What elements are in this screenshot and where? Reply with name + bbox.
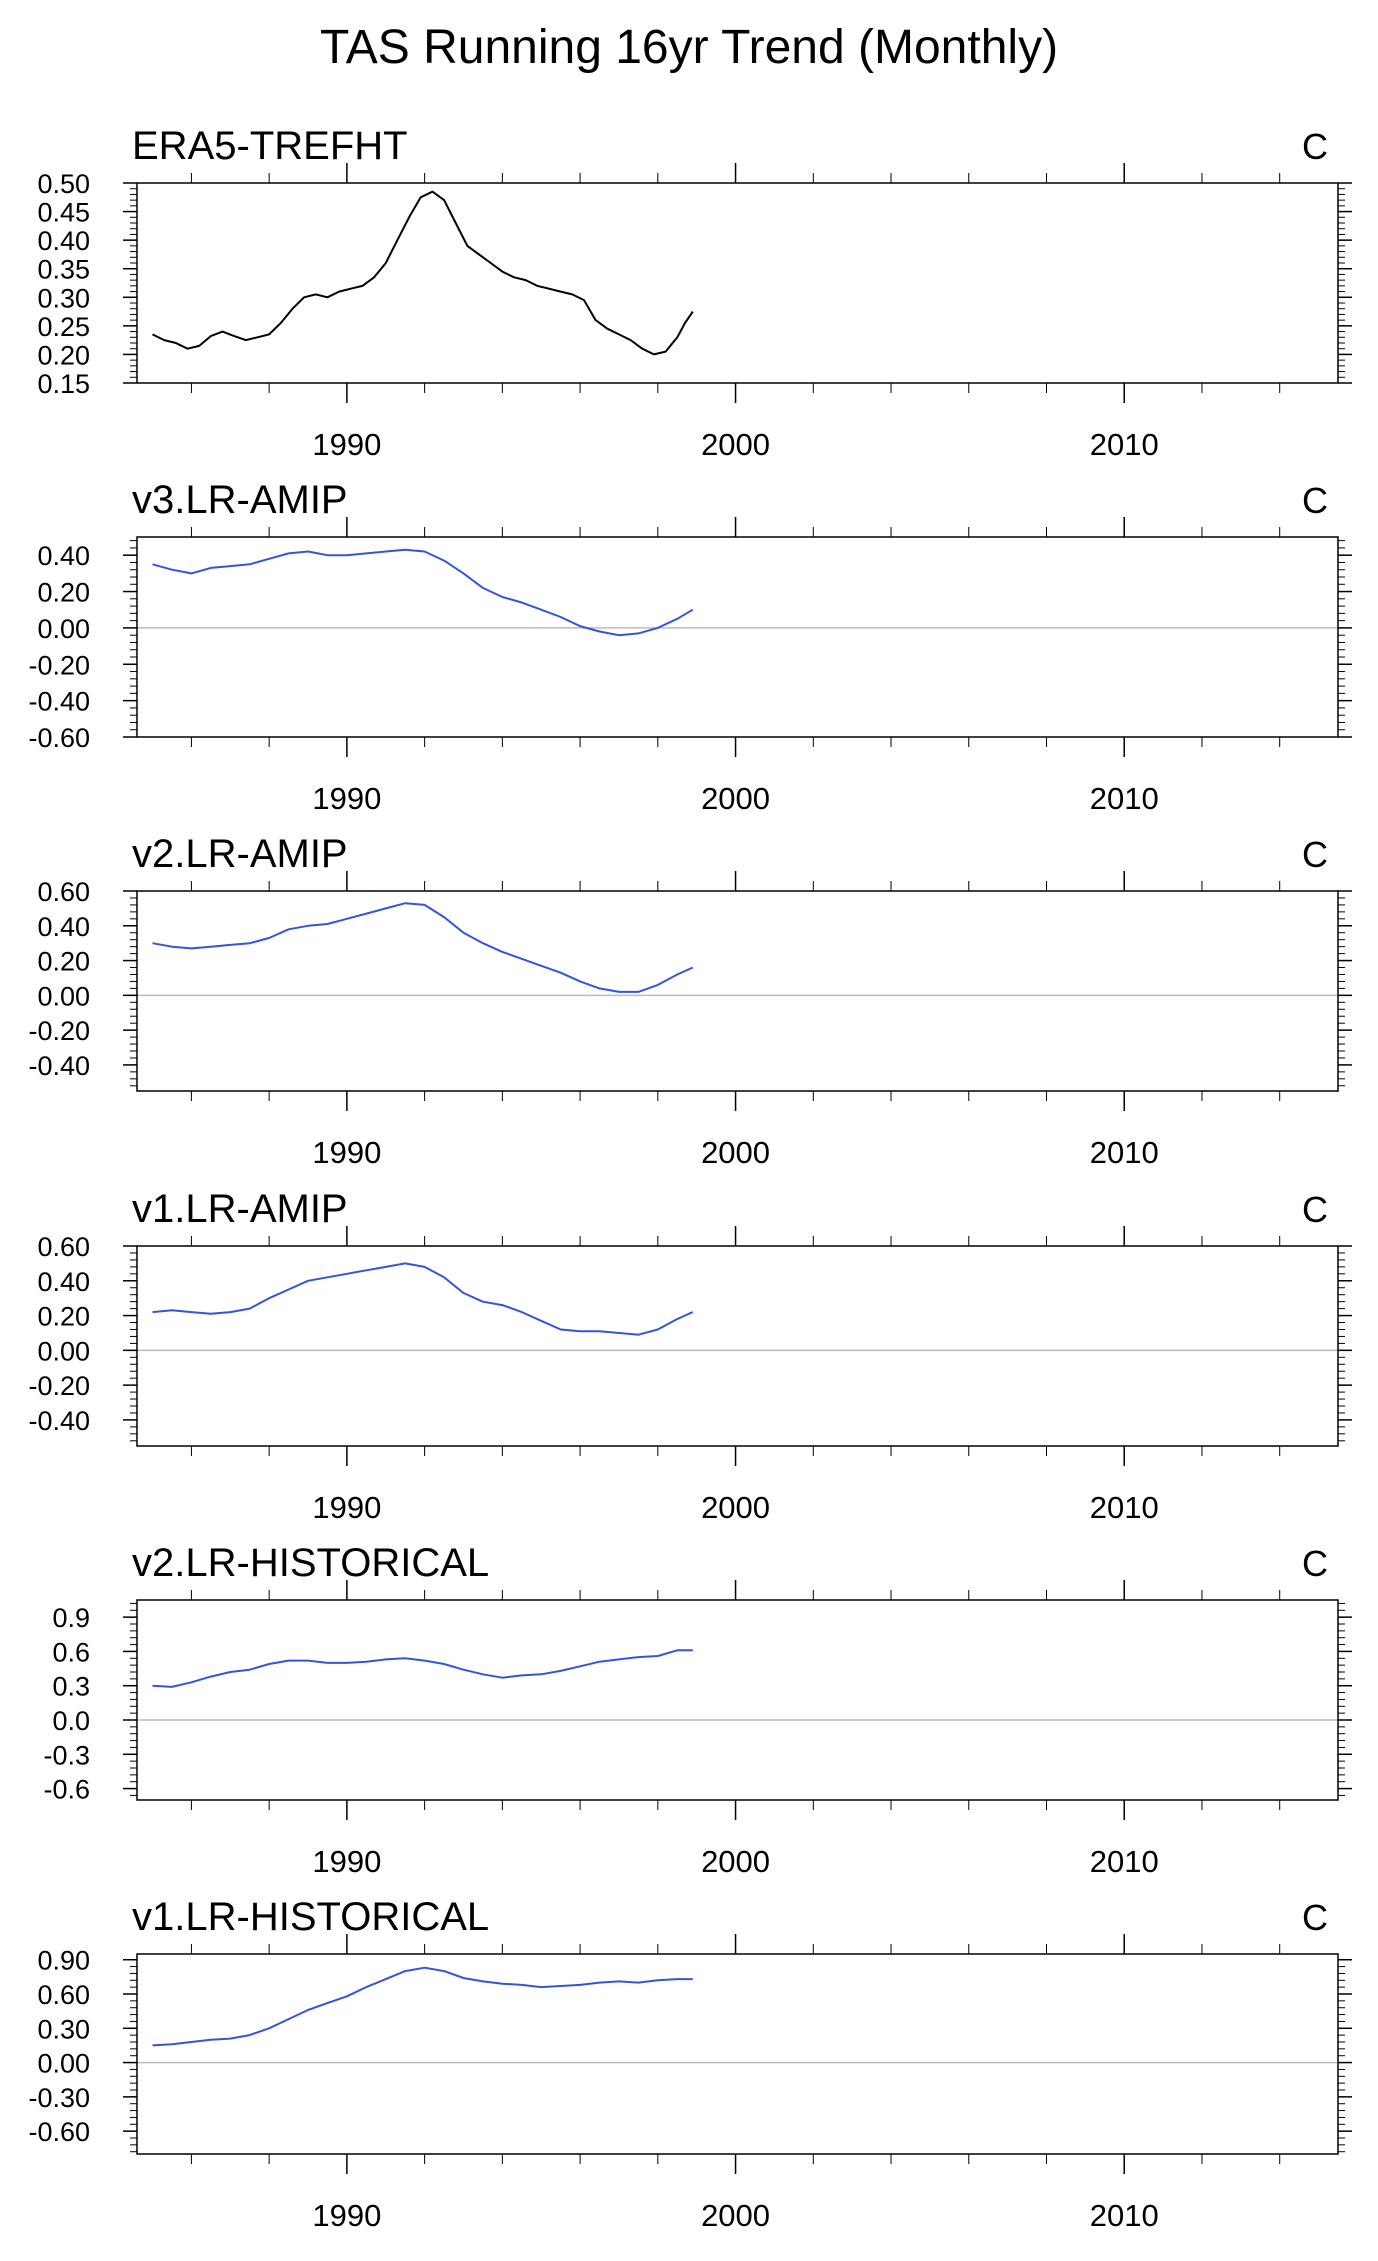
- y-tick-label: -0.20: [28, 1016, 90, 1046]
- y-tick-label: 0.90: [37, 1946, 90, 1976]
- chart-panel-2: v3.LR-AMIP C -0.60 -0.40 -0.20 0.00 0.20 0.40 19…: [28, 478, 1352, 816]
- y-tick-label: 0.60: [37, 877, 90, 907]
- y-tick-label: 0.9: [52, 1603, 90, 1633]
- y-tick-label: 0.20: [37, 578, 90, 608]
- series-line: [152, 1262, 694, 1336]
- y-tick-label: 0.20: [37, 340, 90, 370]
- x-tick-label: 2000: [701, 1135, 770, 1170]
- y-tick-label: -0.60: [28, 723, 90, 753]
- x-tick-label: 1990: [312, 781, 381, 816]
- x-tick-label: 2000: [701, 1844, 770, 1879]
- x-tick-label: 2000: [701, 427, 770, 462]
- y-tick-label: 0.00: [37, 614, 90, 644]
- plot-frame: [136, 1953, 1339, 2155]
- x-tick-label: 1990: [312, 2198, 381, 2233]
- y-tick-label: 0.20: [37, 1302, 90, 1332]
- x-tick-label: 2010: [1090, 781, 1159, 816]
- chart-panel-5: v2.LR-HISTORICAL C -0.6 -0.3 0.0 0.3 0.6 0.9 199…: [43, 1541, 1352, 1879]
- y-tick-label: 0.6: [52, 1637, 90, 1667]
- chart-panel-6: v1.LR-HISTORICAL C -0.60 -0.30 0.00 0.30 0.60 0…: [28, 1895, 1352, 2233]
- plot-frame: [136, 1245, 1339, 1447]
- unit-label: C: [1302, 1897, 1328, 1938]
- x-tick-label: 1990: [312, 427, 381, 462]
- y-tick-label: 0.00: [37, 2049, 90, 2079]
- y-tick-label: 0.0: [52, 1706, 90, 1736]
- chart-panel-3: v2.LR-AMIP C -0.40 -0.20 0.00 0.20 0.40 0.60 199…: [28, 832, 1352, 1170]
- y-tick-label: 0.50: [37, 169, 90, 199]
- series-line: [152, 548, 694, 637]
- chart-title: v1.LR-HISTORICAL: [132, 1895, 489, 1939]
- chart-title: ERA5-TREFHT: [132, 124, 408, 168]
- y-tick-label: -0.20: [28, 1371, 90, 1401]
- chart-title: v3.LR-AMIP: [132, 478, 348, 522]
- x-tick-label: 1990: [312, 1135, 381, 1170]
- y-tick-label: 0.40: [37, 1267, 90, 1297]
- series-line: [152, 902, 694, 993]
- plot-frame: [136, 182, 1339, 384]
- plot-frame: [136, 890, 1339, 1092]
- y-tick-label: -0.30: [28, 2083, 90, 2113]
- unit-label: C: [1302, 834, 1328, 875]
- series-line: [152, 1649, 693, 1688]
- x-tick-label: 2000: [701, 781, 770, 816]
- x-tick-label: 2010: [1090, 1844, 1159, 1879]
- y-tick-label: -0.40: [28, 1051, 90, 1081]
- y-tick-label: 0.30: [37, 283, 90, 313]
- y-tick-label: -0.6: [43, 1775, 90, 1805]
- chart-title: v2.LR-HISTORICAL: [132, 1541, 489, 1585]
- x-tick-label: 1990: [312, 1490, 381, 1525]
- unit-label: C: [1302, 1543, 1328, 1584]
- x-tick-label: 2010: [1090, 427, 1159, 462]
- y-tick-label: 0.00: [37, 981, 90, 1011]
- unit-label: C: [1302, 126, 1328, 167]
- y-tick-label: 0.30: [37, 2014, 90, 2044]
- y-tick-label: -0.20: [28, 650, 90, 680]
- y-tick-label: 0.40: [37, 541, 90, 571]
- y-tick-label: -0.40: [28, 687, 90, 717]
- y-tick-label: -0.3: [43, 1740, 90, 1770]
- x-tick-label: 1990: [312, 1844, 381, 1879]
- series-line: [152, 1966, 693, 2047]
- y-tick-label: 0.40: [37, 226, 90, 256]
- series-line: [152, 190, 694, 356]
- chart-panel-4: v1.LR-AMIP C -0.40 -0.20 0.00 0.20 0.40 0.60 199…: [28, 1187, 1352, 1525]
- y-tick-label: 0.45: [37, 198, 90, 228]
- y-tick-label: 0.25: [37, 312, 90, 342]
- y-tick-label: 0.35: [37, 255, 90, 285]
- chart-title: v2.LR-AMIP: [132, 832, 348, 876]
- x-tick-label: 2010: [1090, 2198, 1159, 2233]
- y-tick-label: -0.60: [28, 2117, 90, 2147]
- y-tick-label: 0.00: [37, 1336, 90, 1366]
- y-tick-label: 0.60: [37, 1232, 90, 1262]
- y-tick-label: 0.60: [37, 1980, 90, 2010]
- plot-frame: [136, 1599, 1339, 1801]
- unit-label: C: [1302, 480, 1328, 521]
- y-tick-label: 0.3: [52, 1672, 90, 1702]
- x-tick-label: 2000: [701, 2198, 770, 2233]
- chart-panel-1: ERA5-TREFHT C 0.150.200.250.300.350.400.45…: [37, 124, 1352, 462]
- y-tick-label: 0.20: [37, 947, 90, 977]
- plot-frame: [136, 536, 1339, 738]
- unit-label: C: [1302, 1189, 1328, 1230]
- y-tick-label: 0.15: [37, 369, 90, 399]
- x-tick-label: 2000: [701, 1490, 770, 1525]
- y-tick-label: -0.40: [28, 1406, 90, 1436]
- x-tick-label: 2010: [1090, 1135, 1159, 1170]
- x-tick-label: 2010: [1090, 1490, 1159, 1525]
- chart-title: v1.LR-AMIP: [132, 1187, 348, 1231]
- y-tick-label: 0.40: [37, 912, 90, 942]
- page-title: TAS Running 16yr Trend (Monthly): [319, 21, 1059, 74]
